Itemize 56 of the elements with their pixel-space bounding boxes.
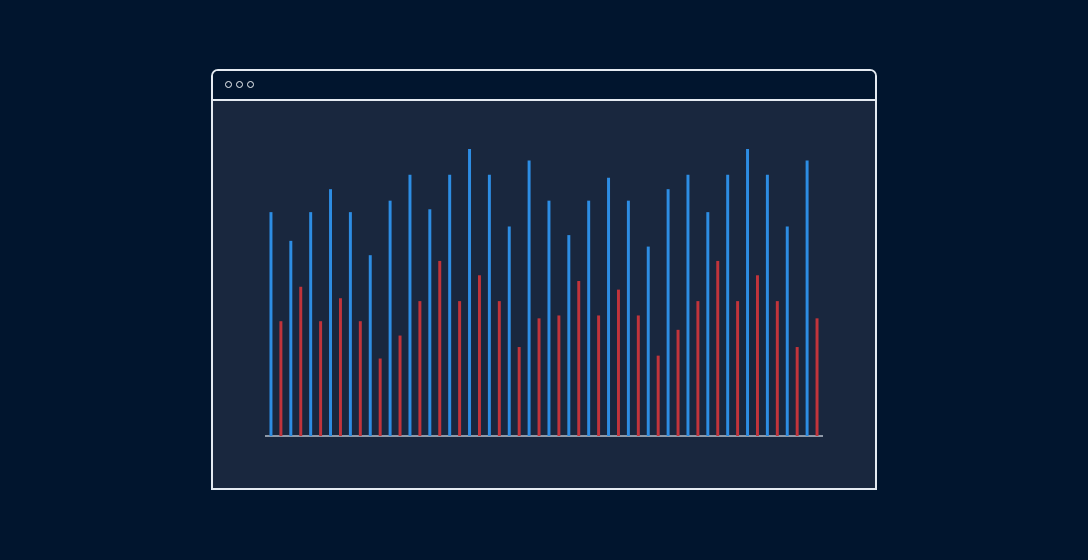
bar bbox=[269, 212, 273, 436]
bar bbox=[388, 200, 392, 436]
bar bbox=[537, 318, 541, 436]
bar bbox=[319, 321, 323, 436]
bar bbox=[458, 301, 462, 436]
bar bbox=[636, 315, 640, 436]
bar bbox=[398, 335, 402, 436]
bar bbox=[289, 240, 293, 436]
bar bbox=[805, 160, 809, 436]
bar bbox=[706, 212, 710, 436]
bar bbox=[477, 275, 481, 436]
bar bbox=[348, 212, 352, 436]
bar bbox=[547, 200, 551, 436]
bar bbox=[309, 212, 313, 436]
bar bbox=[607, 177, 611, 436]
bar bbox=[755, 275, 759, 436]
bar bbox=[299, 286, 303, 436]
bar bbox=[765, 174, 769, 436]
bar bbox=[716, 260, 720, 436]
bar bbox=[368, 255, 372, 436]
bar bbox=[746, 149, 750, 436]
bar bbox=[815, 318, 819, 436]
bar bbox=[408, 174, 412, 436]
bar bbox=[726, 174, 730, 436]
bar bbox=[497, 301, 501, 436]
bar bbox=[587, 200, 591, 436]
bar bbox=[279, 321, 283, 436]
bar bbox=[428, 209, 432, 436]
bar bbox=[616, 289, 620, 436]
bar bbox=[557, 315, 561, 436]
bar bbox=[577, 281, 581, 436]
bar bbox=[329, 189, 333, 436]
bar bbox=[785, 226, 789, 436]
bar bbox=[666, 189, 670, 436]
bar bbox=[487, 174, 491, 436]
bar bbox=[795, 347, 799, 436]
bar bbox=[517, 347, 521, 436]
bar bbox=[448, 174, 452, 436]
bar bbox=[775, 301, 779, 436]
bar bbox=[597, 315, 601, 436]
bar bbox=[626, 200, 630, 436]
bar bbox=[696, 301, 700, 436]
bar bbox=[507, 226, 511, 436]
bar bbox=[358, 321, 362, 436]
bar bbox=[567, 235, 571, 436]
bar bbox=[736, 301, 740, 436]
bar bbox=[656, 355, 660, 436]
bar bbox=[468, 149, 472, 436]
bar bbox=[338, 298, 342, 436]
bar bbox=[378, 358, 382, 436]
bar bbox=[676, 329, 680, 436]
bar bbox=[418, 301, 422, 436]
bar bbox=[527, 160, 531, 436]
bar bbox=[646, 246, 650, 436]
bar bbox=[686, 174, 690, 436]
bar bbox=[438, 260, 442, 436]
